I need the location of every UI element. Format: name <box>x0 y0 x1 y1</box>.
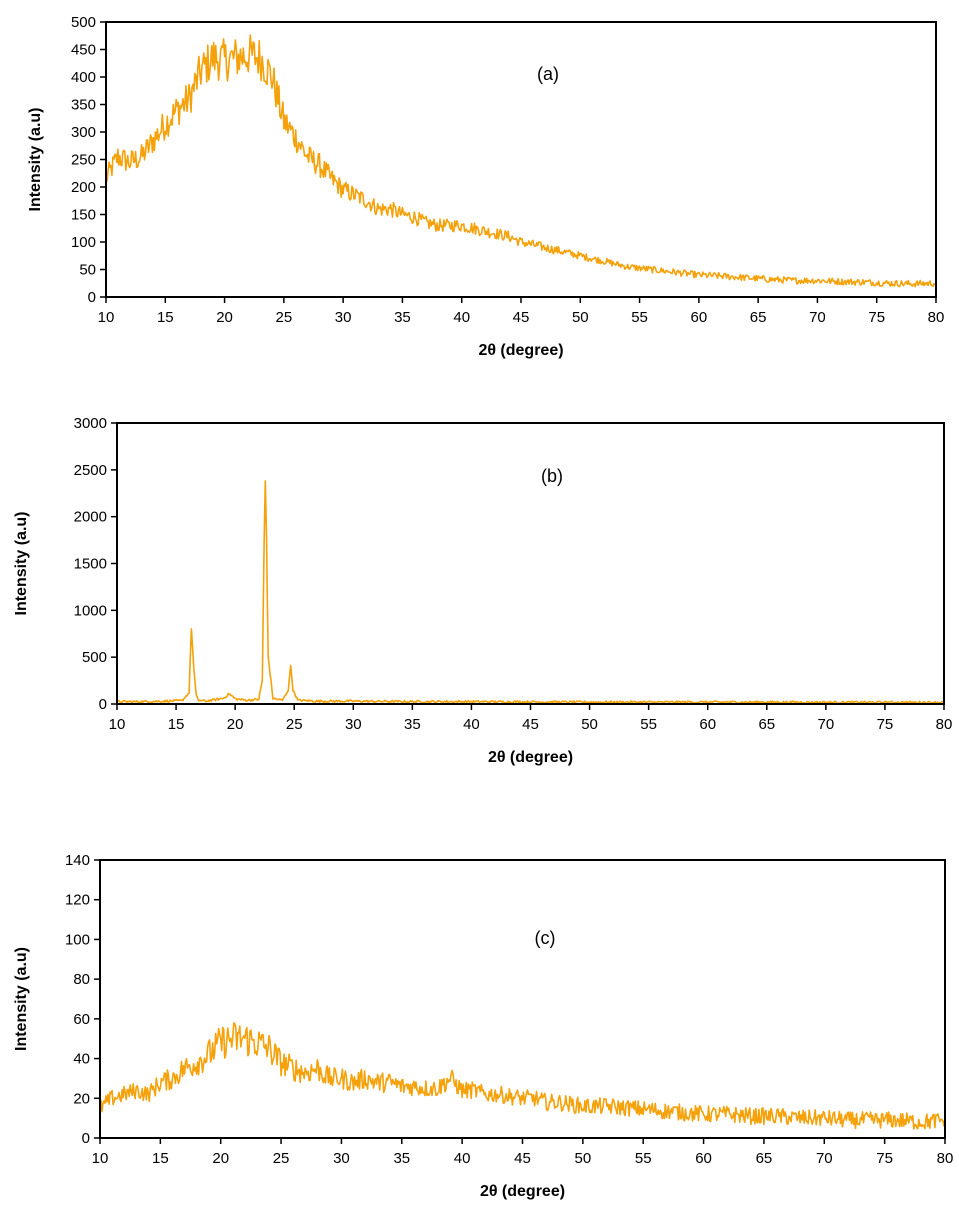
x-tick-label: 70 <box>818 716 835 733</box>
x-tick-label: 60 <box>699 716 716 733</box>
x-tick-label: 50 <box>575 1150 592 1167</box>
y-tick-label: 450 <box>71 42 96 59</box>
y-tick-label: 0 <box>99 696 107 713</box>
y-tick-label: 50 <box>79 262 96 279</box>
x-tick-label: 45 <box>514 1150 531 1167</box>
x-tick-label: 10 <box>98 309 115 326</box>
x-axis-label: 2θ (degree) <box>488 749 573 766</box>
x-tick-label: 15 <box>157 309 174 326</box>
y-tick-label: 2500 <box>74 462 107 479</box>
x-tick-label: 70 <box>809 309 826 326</box>
x-tick-label: 15 <box>168 716 185 733</box>
y-axis-label: Intensity (a.u) <box>13 511 30 615</box>
panel-label: (b) <box>541 466 563 486</box>
x-tick-label: 55 <box>640 716 657 733</box>
x-axis-label: 2θ (degree) <box>480 1183 565 1200</box>
x-tick-label: 80 <box>928 309 945 326</box>
x-tick-label: 40 <box>463 716 480 733</box>
y-tick-label: 300 <box>71 124 96 141</box>
x-tick-label: 20 <box>216 309 233 326</box>
y-tick-label: 2000 <box>74 509 107 526</box>
y-tick-label: 0 <box>82 1130 90 1147</box>
x-tick-label: 70 <box>816 1150 833 1167</box>
x-tick-label: 40 <box>454 1150 471 1167</box>
x-tick-label: 75 <box>876 1150 893 1167</box>
y-tick-label: 40 <box>73 1051 90 1068</box>
chart-panel-c: 0 20 40 60 80 100 120 140 10 15 20 25 30 35 40 45 50 55 60… <box>13 852 953 1200</box>
x-tick-label: 65 <box>750 309 767 326</box>
x-tick-label: 25 <box>286 716 303 733</box>
x-tick-label: 65 <box>758 716 775 733</box>
x-tick-label: 60 <box>691 309 708 326</box>
x-tick-label: 25 <box>276 309 293 326</box>
x-tick-label: 80 <box>936 716 953 733</box>
x-tick-label: 10 <box>92 1150 109 1167</box>
y-tick-label: 80 <box>73 971 90 988</box>
y-axis-label: Intensity (a.u) <box>27 107 44 211</box>
x-tick-label: 45 <box>522 716 539 733</box>
x-tick-label: 20 <box>227 716 244 733</box>
plot-frame <box>105 21 937 298</box>
y-axis-label: Intensity (a.u) <box>13 947 30 1051</box>
y-tick-label: 100 <box>71 234 96 251</box>
y-tick-label: 1500 <box>74 556 107 573</box>
x-tick-label: 40 <box>453 309 470 326</box>
x-tick-label: 80 <box>937 1150 954 1167</box>
y-tick-label: 350 <box>71 97 96 114</box>
x-tick-label: 30 <box>335 309 352 326</box>
y-tick-label: 150 <box>71 207 96 224</box>
x-tick-label: 35 <box>393 1150 410 1167</box>
plot-frame <box>116 422 945 705</box>
x-tick-label: 25 <box>273 1150 290 1167</box>
panel-label: (c) <box>535 928 556 948</box>
y-tick-label: 100 <box>65 931 90 948</box>
series-line <box>116 480 945 705</box>
y-tick-label: 0 <box>88 289 96 306</box>
x-tick-label: 50 <box>581 716 598 733</box>
x-tick-label: 15 <box>152 1150 169 1167</box>
y-tick-label: 500 <box>71 14 96 31</box>
series-line <box>99 1022 946 1130</box>
y-tick-label: 1000 <box>74 602 107 619</box>
y-tick-label: 3000 <box>74 415 107 432</box>
chart-panel-b: 0 500 1000 1500 2000 2500 3000 10 15 20 25 30 35 40 45… <box>13 415 952 766</box>
x-tick-label: 20 <box>212 1150 229 1167</box>
y-tick-label: 400 <box>71 69 96 86</box>
x-tick-label: 45 <box>513 309 530 326</box>
x-tick-label: 65 <box>756 1150 773 1167</box>
y-tick-label: 60 <box>73 1011 90 1028</box>
x-tick-label: 35 <box>404 716 421 733</box>
series-line <box>105 34 937 288</box>
panel-label: (a) <box>537 64 559 84</box>
x-tick-label: 55 <box>631 309 648 326</box>
y-tick-label: 500 <box>82 649 107 666</box>
chart-panel-a: 0 50 100 150 200 250 300 350 400 450 500 10 15 20 25 30… <box>27 14 944 359</box>
y-tick-label: 120 <box>65 892 90 909</box>
x-tick-label: 75 <box>868 309 885 326</box>
y-tick-label: 200 <box>71 179 96 196</box>
x-tick-label: 30 <box>333 1150 350 1167</box>
x-tick-label: 75 <box>877 716 894 733</box>
x-axis-label: 2θ (degree) <box>478 342 563 359</box>
x-tick-label: 50 <box>572 309 589 326</box>
x-tick-label: 10 <box>109 716 126 733</box>
y-tick-label: 20 <box>73 1090 90 1107</box>
x-tick-label: 60 <box>695 1150 712 1167</box>
y-tick-label: 250 <box>71 152 96 169</box>
x-tick-label: 55 <box>635 1150 652 1167</box>
y-tick-label: 140 <box>65 852 90 869</box>
x-tick-label: 35 <box>394 309 411 326</box>
x-tick-label: 30 <box>345 716 362 733</box>
